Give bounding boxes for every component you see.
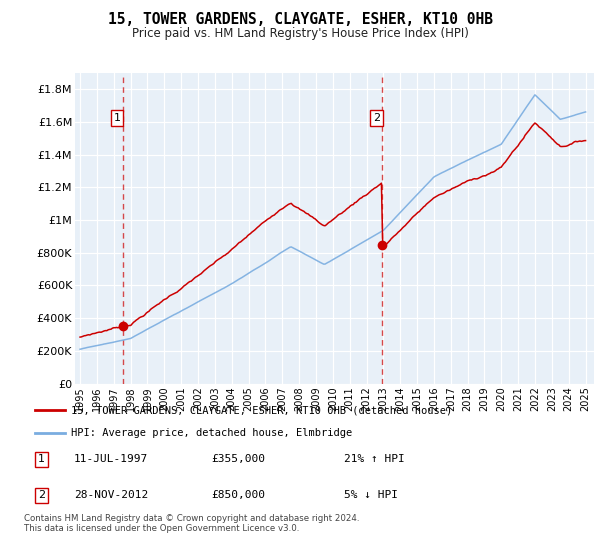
Text: 1: 1 xyxy=(113,113,121,123)
Text: Contains HM Land Registry data © Crown copyright and database right 2024.
This d: Contains HM Land Registry data © Crown c… xyxy=(24,514,359,534)
Text: 28-NOV-2012: 28-NOV-2012 xyxy=(74,491,148,501)
Text: 1: 1 xyxy=(38,454,45,464)
Text: 5% ↓ HPI: 5% ↓ HPI xyxy=(344,491,398,501)
Text: 2: 2 xyxy=(38,491,45,501)
Text: HPI: Average price, detached house, Elmbridge: HPI: Average price, detached house, Elmb… xyxy=(71,428,352,438)
Text: 2: 2 xyxy=(373,113,380,123)
Text: 21% ↑ HPI: 21% ↑ HPI xyxy=(344,454,405,464)
Text: Price paid vs. HM Land Registry's House Price Index (HPI): Price paid vs. HM Land Registry's House … xyxy=(131,27,469,40)
Text: £850,000: £850,000 xyxy=(212,491,266,501)
Text: 15, TOWER GARDENS, CLAYGATE, ESHER, KT10 0HB (detached house): 15, TOWER GARDENS, CLAYGATE, ESHER, KT10… xyxy=(71,405,452,416)
Text: £355,000: £355,000 xyxy=(212,454,266,464)
Text: 11-JUL-1997: 11-JUL-1997 xyxy=(74,454,148,464)
Text: 15, TOWER GARDENS, CLAYGATE, ESHER, KT10 0HB: 15, TOWER GARDENS, CLAYGATE, ESHER, KT10… xyxy=(107,12,493,27)
